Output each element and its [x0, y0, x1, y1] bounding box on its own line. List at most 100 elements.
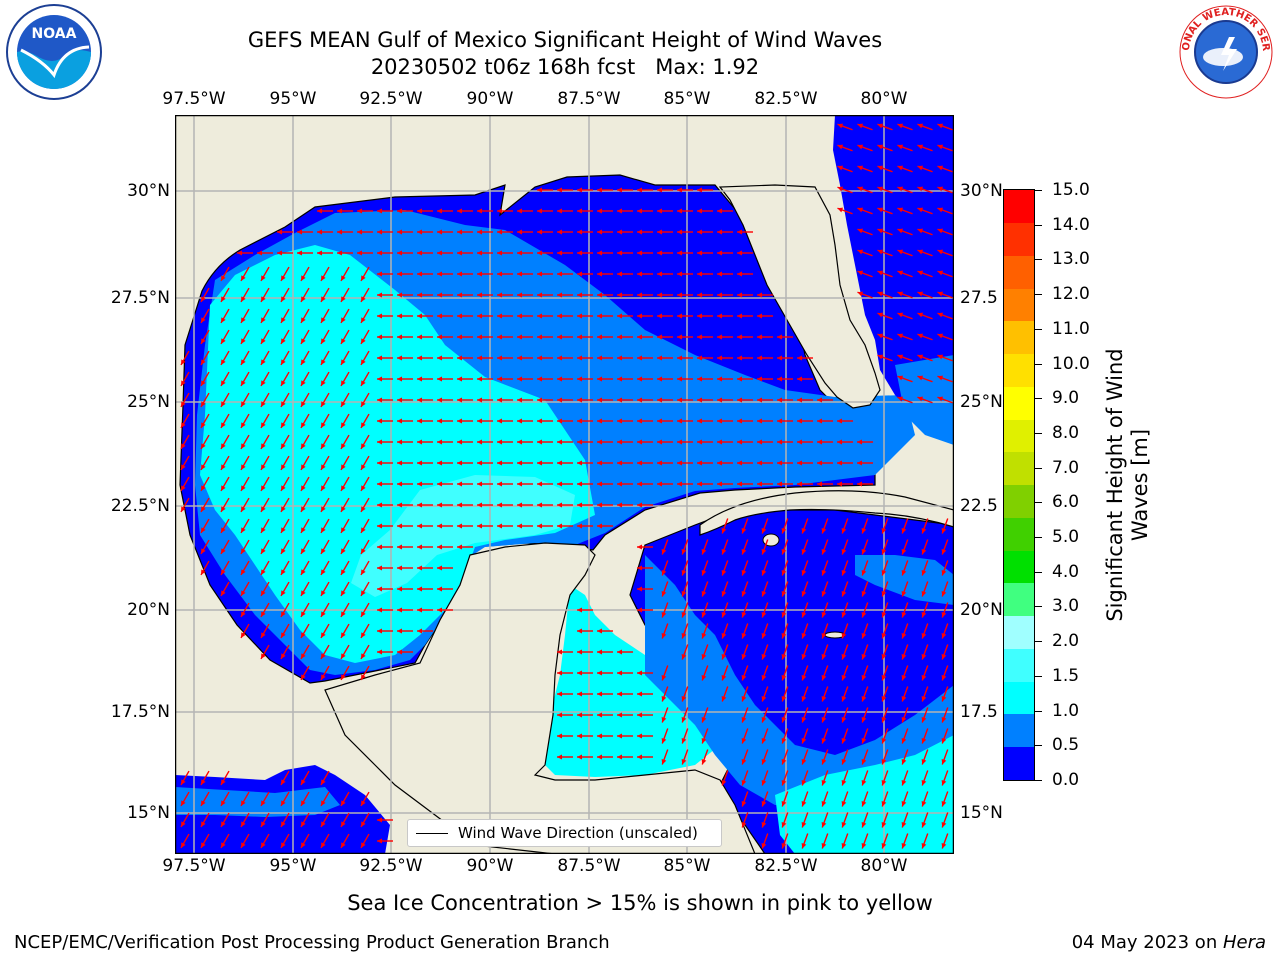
lon-tick-top: 87.5°W: [557, 89, 621, 109]
colorbar-tick-mark: [1034, 641, 1042, 643]
wind-arrow-head: [617, 250, 622, 256]
colorbar-segment: [1004, 648, 1034, 682]
wind-arrow-head: [221, 842, 226, 848]
wind-arrow-head: [361, 338, 366, 344]
wind-arrow-head: [517, 439, 522, 445]
wind-arrow-head: [901, 737, 907, 744]
wind-arrow-head: [301, 506, 306, 512]
wind-arrow-head: [597, 250, 602, 256]
wind-arrow-head: [681, 716, 687, 723]
wind-arrow-head: [181, 380, 186, 386]
wind-arrow-head: [241, 548, 246, 554]
wind-arrow-head: [417, 313, 422, 319]
wind-arrow-head: [861, 611, 867, 618]
wind-arrow-head: [577, 313, 582, 319]
wind-arrow-head: [877, 186, 884, 192]
wind-arrow-head: [557, 733, 562, 739]
wind-arrow-head: [841, 548, 847, 555]
wind-arrow-head: [221, 527, 226, 533]
wind-arrow-head: [741, 716, 747, 723]
wind-arrow-head: [617, 355, 622, 361]
wind-arrow-head: [921, 548, 927, 555]
wind-arrow-head: [861, 695, 867, 702]
wind-arrow-head: [497, 397, 502, 403]
wind-arrow-head: [221, 275, 226, 281]
wind-arrow-head: [821, 653, 827, 660]
wind-arrow-head: [437, 460, 442, 466]
wind-arrow-head: [677, 187, 682, 193]
wind-arrow-head: [181, 359, 186, 365]
wind-arrow-head: [761, 737, 767, 744]
wind-arrow-head: [361, 464, 366, 470]
wind-arrow-head: [781, 737, 787, 744]
wind-arrow-head: [741, 653, 747, 660]
wind-arrow-head: [477, 271, 482, 277]
wind-arrow-head: [757, 355, 762, 361]
wind-arrow-head: [857, 439, 862, 445]
wind-arrow-head: [537, 460, 542, 466]
wind-arrow-head: [361, 317, 366, 323]
wind-arrow-head: [661, 674, 667, 681]
wind-arrow-head: [201, 527, 206, 533]
footer-date: 04 May 2023 on Hera: [1072, 932, 1266, 953]
wind-arrow-head: [741, 737, 747, 744]
lat-tick-left: 17.5°N: [110, 702, 170, 722]
wind-arrow-head: [537, 334, 542, 340]
wind-arrow-head: [757, 460, 762, 466]
wind-arrow-head: [701, 737, 707, 744]
lat-tick-left: 30°N: [127, 181, 170, 201]
wind-arrow-head: [497, 481, 502, 487]
lon-tick-top: 85°W: [663, 89, 711, 109]
wind-arrow-head: [801, 611, 807, 618]
footer-date-text: 04 May 2023 on: [1071, 932, 1223, 953]
wind-arrow-head: [617, 397, 622, 403]
wind-arrow-head: [417, 271, 422, 277]
wind-arrow-head: [497, 229, 502, 235]
wind-arrow-head: [701, 716, 707, 723]
wind-arrow-head: [901, 548, 907, 555]
wind-arrow-head: [437, 439, 442, 445]
wind-arrow-head: [517, 481, 522, 487]
wind-arrow-head: [617, 754, 622, 760]
wind-arrow-head: [597, 460, 602, 466]
wind-arrow-head: [777, 334, 782, 340]
wind-arrow-head: [557, 502, 562, 508]
wind-arrow-head: [321, 401, 326, 407]
wind-arrow-head: [321, 359, 326, 365]
wind-arrow-head: [281, 443, 286, 449]
legend-line-swatch: [416, 832, 448, 834]
wind-arrow-head: [597, 397, 602, 403]
wind-arrow-head: [781, 548, 787, 555]
wind-arrow-head: [281, 275, 286, 281]
wind-arrow-head: [637, 334, 642, 340]
wind-arrow-head: [597, 229, 602, 235]
wind-arrow-head: [297, 250, 302, 256]
wind-arrow-head: [757, 397, 762, 403]
wind-arrow-head: [761, 674, 767, 681]
wind-arrow-head: [317, 208, 322, 214]
wind-arrow-head: [221, 359, 226, 365]
wind-arrow-head: [377, 502, 382, 508]
wind-arrow-head: [637, 607, 642, 613]
wind-arrow-head: [317, 229, 322, 235]
wind-arrow-head: [917, 375, 924, 381]
wind-arrow-head: [397, 271, 402, 277]
wind-arrow-head: [201, 443, 206, 449]
lat-tick-right: 27.5: [960, 288, 998, 308]
wind-arrow-head: [757, 376, 762, 382]
sea-ice-note: Sea Ice Concentration > 15% is shown in …: [347, 891, 933, 915]
wind-arrow-head: [277, 250, 282, 256]
wind-arrow-head: [241, 527, 246, 533]
wind-arrow-head: [301, 653, 306, 659]
colorbar-tick-label: 15.0: [1052, 180, 1090, 200]
wind-arrow-head: [341, 380, 346, 386]
wind-arrow-head: [377, 460, 382, 466]
wind-arrow-head: [657, 208, 662, 214]
wind-arrow-head: [701, 674, 707, 681]
wind-arrow-head: [377, 628, 382, 634]
wind-arrow-head: [577, 187, 582, 193]
wind-arrow-head: [457, 334, 462, 340]
wind-arrow-head: [221, 569, 226, 575]
wind-arrow-head: [497, 523, 502, 529]
wind-arrow-head: [181, 443, 186, 449]
